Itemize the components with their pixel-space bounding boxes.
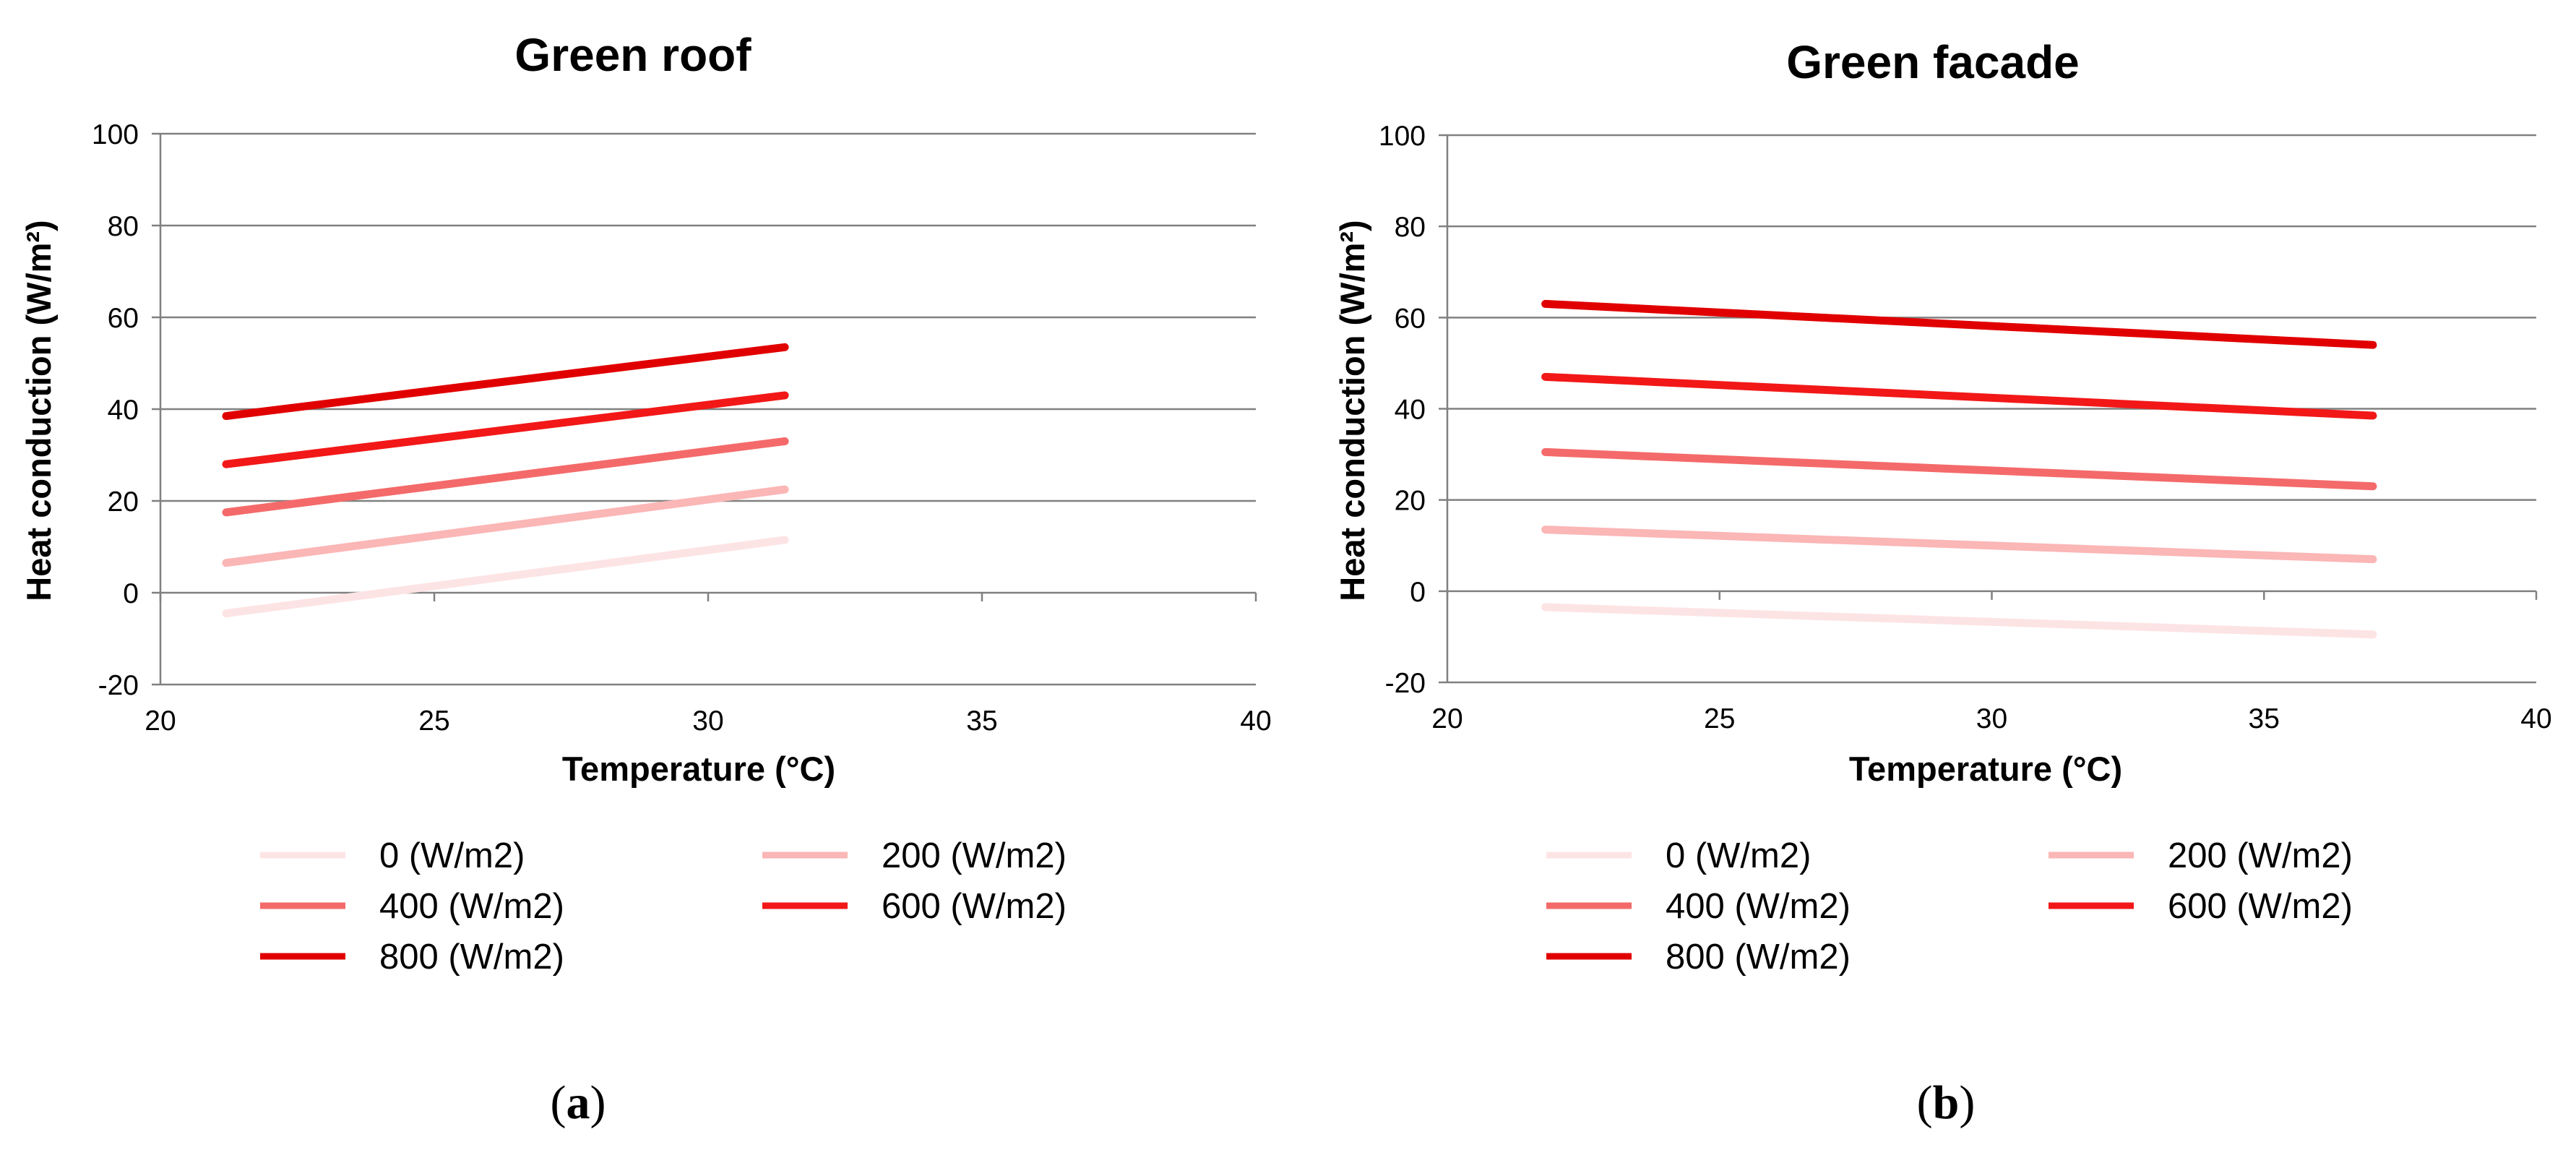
- y-tick-label: -20: [98, 670, 139, 701]
- series-line-200-wm2: [222, 485, 789, 567]
- y-tick-label: 0: [123, 578, 139, 609]
- panel-letter-b: b: [1933, 1076, 1960, 1129]
- legend-entry-label: 600 (W/m2): [882, 887, 1067, 926]
- x-axis-label-green-facade: Temperature (°C): [1849, 750, 2122, 788]
- series-line-0-wm2: [1541, 603, 2377, 639]
- legend-entry-label: 200 (W/m2): [882, 836, 1067, 875]
- y-tick-label: 40: [108, 395, 139, 426]
- legend-green-facade: 0 (W/m2) 200 (W/m2) 400 (W/m2) 600 (W/m2) 80…: [1546, 836, 2353, 977]
- x-tick-label: 30: [1976, 703, 2007, 734]
- x-tick-label: 25: [418, 705, 449, 737]
- series-line-600-wm2: [222, 391, 789, 468]
- chart-title-green-roof: Green roof: [514, 29, 751, 81]
- y-tick-label: 20: [108, 486, 139, 518]
- series-line-0-wm2: [222, 536, 789, 618]
- x-tick-label: 20: [1431, 703, 1463, 734]
- y-tick-label: 100: [92, 119, 139, 150]
- y-tick-label: 0: [1410, 577, 1426, 608]
- y-tick-label: -20: [1385, 668, 1426, 699]
- legend-entry-label: 200 (W/m2): [2168, 836, 2353, 875]
- legend-entry-label: 400 (W/m2): [1666, 887, 1851, 926]
- y-tick-label: 60: [1395, 303, 1426, 334]
- series-line-400-wm2: [1541, 447, 2377, 491]
- y-tick-label: 60: [108, 303, 139, 334]
- y-tick-label: 100: [1379, 121, 1426, 152]
- series-line-200-wm2: [1541, 526, 2377, 564]
- y-axis-label-green-facade: Heat conduction (W/m²): [1333, 220, 1371, 601]
- x-tick-label: 35: [966, 705, 997, 737]
- x-tick-label: 35: [2249, 703, 2280, 734]
- legend-entry-label: 600 (W/m2): [2168, 887, 2353, 926]
- panel-label-b: (b): [1917, 1076, 1976, 1129]
- chart-title-green-facade: Green facade: [1786, 36, 2080, 88]
- legend-entry-label: 800 (W/m2): [1666, 938, 1851, 977]
- x-tick-label: 40: [1240, 705, 1271, 737]
- y-axis-label-green-roof: Heat conduction (W/m²): [20, 220, 58, 601]
- panel-letter-a: a: [567, 1076, 590, 1129]
- legend-green-roof: 0 (W/m2) 200 (W/m2) 400 (W/m2) 600 (W/m2) 80…: [260, 836, 1067, 977]
- legend-entry-label: 400 (W/m2): [379, 887, 564, 926]
- x-tick-label: 25: [1704, 703, 1735, 734]
- series-line-800-wm2: [222, 343, 789, 421]
- x-tick-label: 30: [692, 705, 723, 737]
- x-tick-label: 20: [145, 705, 176, 737]
- x-tick-label: 40: [2520, 703, 2551, 734]
- legend-entry-label: 0 (W/m2): [1666, 836, 1811, 875]
- y-tick-label: 80: [1395, 212, 1426, 243]
- panel-label-a: (a): [551, 1076, 606, 1129]
- y-tick-label: 80: [108, 211, 139, 242]
- x-axis-label-green-roof: Temperature (°C): [562, 750, 835, 788]
- y-tick-label: 20: [1395, 486, 1426, 517]
- series-line-800-wm2: [1541, 299, 2377, 349]
- legend-entry-label: 800 (W/m2): [379, 938, 564, 977]
- legend-entry-label: 0 (W/m2): [379, 836, 525, 875]
- series-line-400-wm2: [222, 437, 789, 517]
- series-line-600-wm2: [1541, 372, 2377, 420]
- y-tick-label: 40: [1395, 395, 1426, 426]
